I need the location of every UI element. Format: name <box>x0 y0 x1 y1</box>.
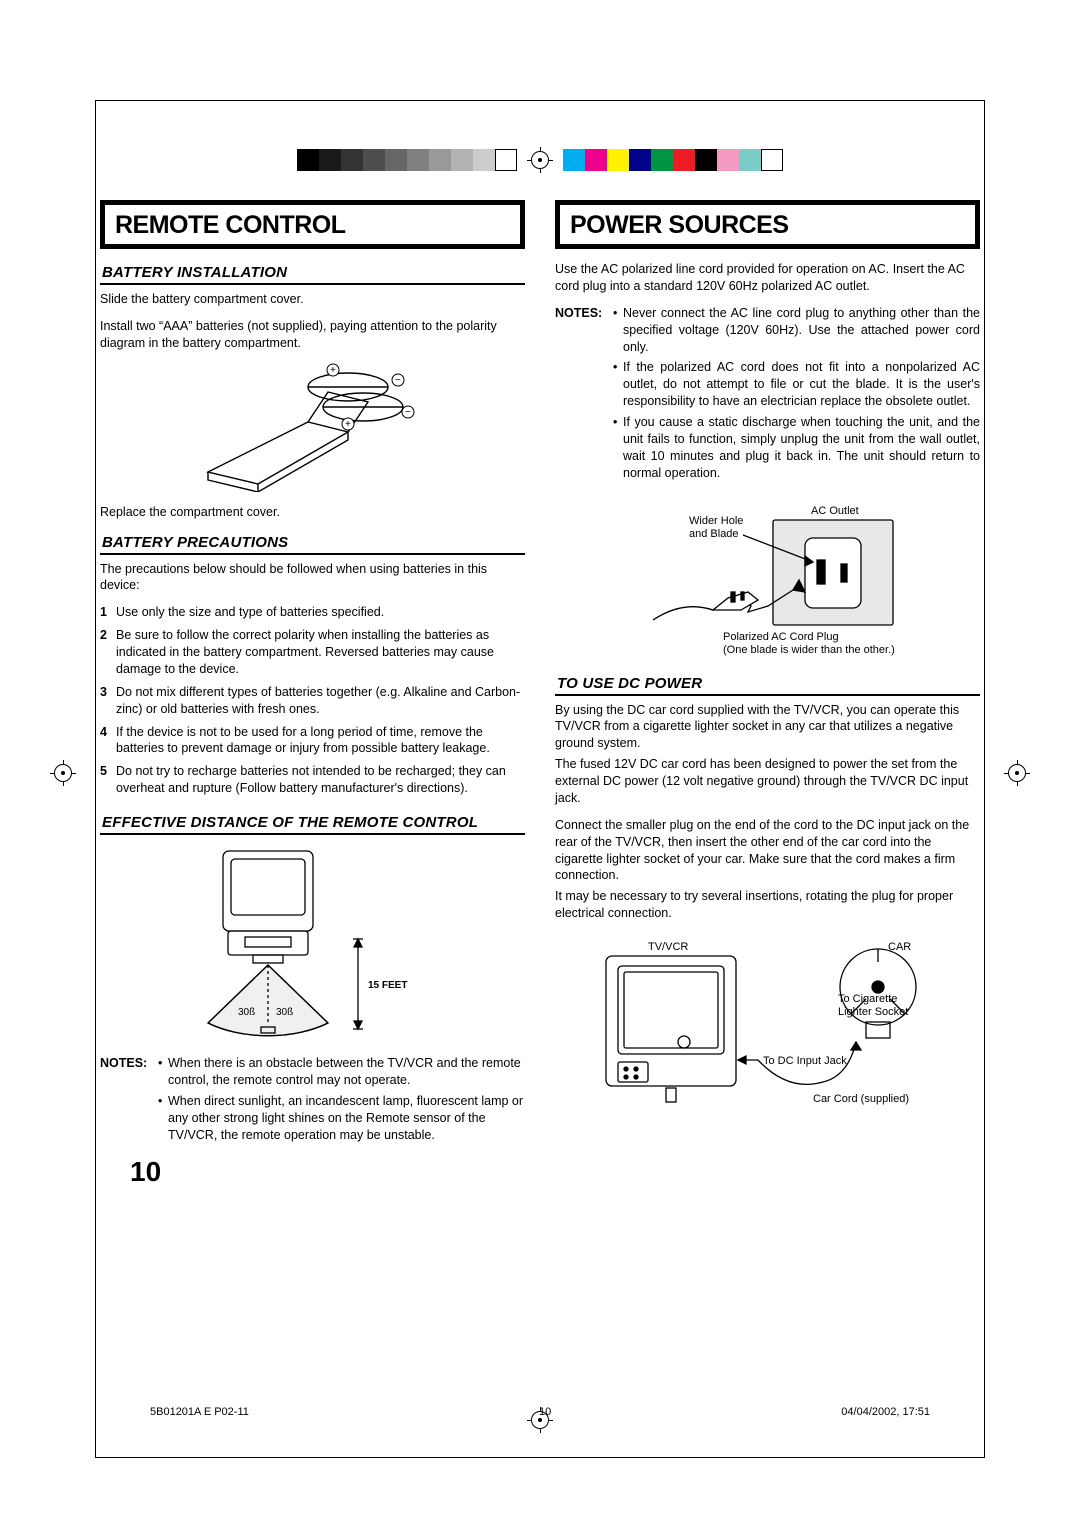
angle-label: 30ß <box>238 1007 255 1018</box>
registration-target-icon <box>527 147 553 173</box>
paragraph: Replace the compartment cover. <box>100 504 525 521</box>
list-item: 2Be sure to follow the correct polarity … <box>100 627 525 678</box>
left-column: REMOTE CONTROL BATTERY INSTALLATION Slid… <box>100 200 525 1161</box>
column-title: REMOTE CONTROL <box>100 200 525 249</box>
note-item: •If the polarized AC cord does not fit i… <box>613 359 980 410</box>
precaution-list: 1Use only the size and type of batteries… <box>100 604 525 797</box>
cropmark <box>95 100 125 130</box>
list-item: 5Do not try to recharge batteries not in… <box>100 763 525 797</box>
paragraph: Slide the battery compartment cover. <box>100 291 525 308</box>
svg-text:−: − <box>405 407 411 418</box>
registration-target-right <box>994 760 1040 786</box>
registration-target-left <box>40 760 86 786</box>
distance-label: 15 FEET <box>368 980 407 991</box>
note-item: •If you cause a static discharge when to… <box>613 414 980 482</box>
right-column: POWER SOURCES Use the AC polarized line … <box>555 200 980 1161</box>
label: Polarized AC Cord Plug <box>723 631 839 643</box>
notes-block: NOTES: •When there is an obstacle betwee… <box>100 1055 525 1147</box>
registration-marks-top <box>0 140 1080 180</box>
footer-mid: 10 <box>539 1406 551 1418</box>
note-item: •Never connect the AC line cord plug to … <box>613 305 980 356</box>
label: Wider Hole <box>689 515 743 527</box>
svg-text:−: − <box>395 375 401 386</box>
angle-label: 30ß <box>276 1007 293 1018</box>
trim-line <box>125 100 955 101</box>
footer-right: 04/04/2002, 17:51 <box>841 1406 930 1418</box>
label: Lighter Socket <box>838 1006 908 1018</box>
footer: 5B01201A E P02-11 10 04/04/2002, 17:51 <box>150 1406 930 1418</box>
svg-text:+: + <box>345 419 351 430</box>
svg-text:+: + <box>330 365 336 376</box>
label: TV/VCR <box>648 941 688 953</box>
list-item: 3Do not mix different types of batteries… <box>100 684 525 718</box>
trim-line <box>95 130 96 1428</box>
label: AC Outlet <box>811 505 859 517</box>
list-item: 1Use only the size and type of batteries… <box>100 604 525 621</box>
trim-line <box>984 130 985 1428</box>
label: CAR <box>888 941 911 953</box>
note-item: •When there is an obstacle between the T… <box>158 1055 525 1089</box>
remote-distance-figure: 30ß 30ß 15 FEET <box>100 843 525 1043</box>
ac-outlet-figure: AC Outlet Wider Hole and Blade Polarized… <box>555 500 980 660</box>
grayscale-bar <box>297 149 517 171</box>
label: Car Cord (supplied) <box>813 1093 909 1105</box>
color-bar <box>563 149 783 171</box>
note-item: •When direct sunlight, an incandescent l… <box>158 1093 525 1144</box>
label: To Cigarette <box>838 993 897 1005</box>
section-heading: EFFECTIVE DISTANCE OF THE REMOTE CONTROL <box>100 811 525 835</box>
paragraph: Use the AC polarized line cord provided … <box>555 261 980 295</box>
paragraph: It may be necessary to try several inser… <box>555 888 980 922</box>
section-heading: BATTERY PRECAUTIONS <box>100 531 525 555</box>
notes-block: NOTES: •Never connect the AC line cord p… <box>555 305 980 486</box>
dc-power-figure: TV/VCR CAR To Cigarette Lighter Socket T… <box>555 932 980 1112</box>
label: (One blade is wider than the other.) <box>723 644 895 656</box>
label: To DC Input Jack <box>763 1055 847 1067</box>
paragraph: By using the DC car cord supplied with t… <box>555 702 980 753</box>
trim-line <box>125 1457 955 1458</box>
label: and Blade <box>689 528 739 540</box>
list-item: 4If the device is not to be used for a l… <box>100 724 525 758</box>
section-heading: TO USE DC POWER <box>555 672 980 696</box>
cropmark <box>955 100 985 130</box>
paragraph: Connect the smaller plug on the end of t… <box>555 817 980 885</box>
footer-left: 5B01201A E P02-11 <box>150 1406 249 1418</box>
page-number: 10 <box>130 1156 161 1188</box>
paragraph: The precautions below should be followed… <box>100 561 525 595</box>
paragraph: The fused 12V DC car cord has been desig… <box>555 756 980 807</box>
paragraph: Install two “AAA” batteries (not supplie… <box>100 318 525 352</box>
page-content: REMOTE CONTROL BATTERY INSTALLATION Slid… <box>100 200 980 1161</box>
battery-install-figure: + − − + <box>100 362 525 492</box>
column-title: POWER SOURCES <box>555 200 980 249</box>
section-heading: BATTERY INSTALLATION <box>100 261 525 285</box>
